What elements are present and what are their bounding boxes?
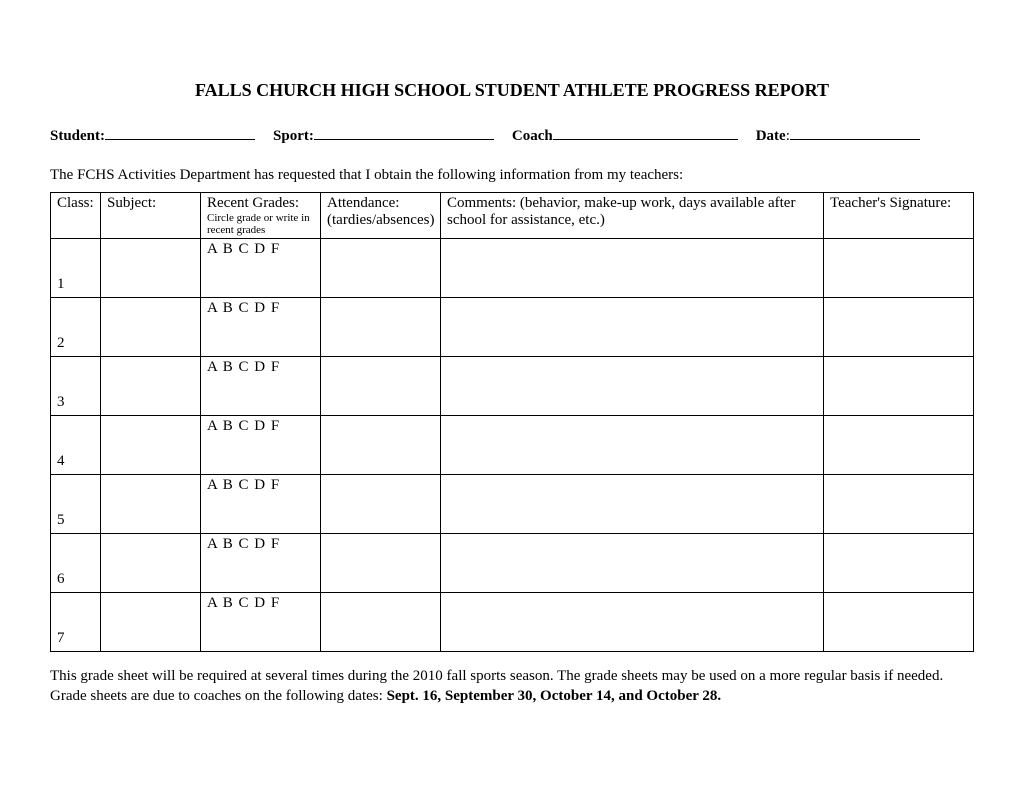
cell-comments (441, 475, 824, 534)
cell-attendance (321, 357, 441, 416)
col-class: Class: (51, 193, 101, 239)
student-field: Student: (50, 125, 255, 145)
cell-signature (824, 475, 974, 534)
table-row: 3 A B C D F (51, 357, 974, 416)
table-row: 4 A B C D F (51, 416, 974, 475)
table-header-row: Class: Subject: Recent Grades: Circle gr… (51, 193, 974, 239)
cell-subject (101, 298, 201, 357)
student-label: Student: (50, 128, 105, 145)
page-title: FALLS CHURCH HIGH SCHOOL STUDENT ATHLETE… (50, 80, 974, 101)
cell-class-num: 1 (51, 239, 101, 298)
cell-class-num: 5 (51, 475, 101, 534)
cell-subject (101, 534, 201, 593)
cell-attendance (321, 475, 441, 534)
table-row: 7 A B C D F (51, 593, 974, 652)
cell-subject (101, 593, 201, 652)
col-comments: Comments: (behavior, make-up work, days … (441, 193, 824, 239)
col-signature: Teacher's Signature: (824, 193, 974, 239)
table-row: 1 A B C D F (51, 239, 974, 298)
cell-class-num: 3 (51, 357, 101, 416)
cell-attendance (321, 534, 441, 593)
document-page: FALLS CHURCH HIGH SCHOOL STUDENT ATHLETE… (0, 0, 1024, 747)
cell-grades: A B C D F (201, 239, 321, 298)
cell-attendance (321, 298, 441, 357)
col-subject: Subject: (101, 193, 201, 239)
cell-attendance (321, 416, 441, 475)
cell-comments (441, 298, 824, 357)
coach-field: Coach (512, 125, 738, 145)
cell-signature (824, 593, 974, 652)
cell-comments (441, 357, 824, 416)
cell-class-num: 2 (51, 298, 101, 357)
date-field: Date: (756, 125, 920, 145)
cell-subject (101, 416, 201, 475)
cell-signature (824, 239, 974, 298)
cell-signature (824, 534, 974, 593)
coach-blank (553, 125, 738, 140)
footer-dates: Sept. 16, September 30, October 14, and … (387, 688, 722, 704)
coach-label: Coach (512, 128, 553, 145)
footer-note: This grade sheet will be required at sev… (50, 666, 974, 707)
cell-subject (101, 239, 201, 298)
col-grades: Recent Grades: Circle grade or write in … (201, 193, 321, 239)
table-row: 2 A B C D F (51, 298, 974, 357)
progress-table: Class: Subject: Recent Grades: Circle gr… (50, 192, 974, 652)
sport-blank (314, 125, 494, 140)
date-blank (790, 125, 920, 140)
cell-signature (824, 357, 974, 416)
cell-attendance (321, 593, 441, 652)
cell-grades: A B C D F (201, 298, 321, 357)
cell-subject (101, 357, 201, 416)
intro-text: The FCHS Activities Department has reque… (50, 167, 974, 184)
cell-grades: A B C D F (201, 475, 321, 534)
cell-grades: A B C D F (201, 593, 321, 652)
header-fields-row: Student: Sport: Coach Date: (50, 125, 974, 145)
cell-grades: A B C D F (201, 357, 321, 416)
cell-signature (824, 416, 974, 475)
cell-comments (441, 534, 824, 593)
cell-comments (441, 239, 824, 298)
cell-grades: A B C D F (201, 534, 321, 593)
cell-grades: A B C D F (201, 416, 321, 475)
cell-comments (441, 593, 824, 652)
date-label: Date (756, 128, 786, 145)
cell-subject (101, 475, 201, 534)
col-grades-sub: Circle grade or write in recent grades (207, 212, 316, 236)
cell-class-num: 7 (51, 593, 101, 652)
col-grades-label: Recent Grades: (207, 195, 299, 211)
sport-field: Sport: (273, 125, 494, 145)
col-attendance: Attendance: (tardies/absences) (321, 193, 441, 239)
table-row: 6 A B C D F (51, 534, 974, 593)
table-row: 5 A B C D F (51, 475, 974, 534)
cell-attendance (321, 239, 441, 298)
sport-label: Sport: (273, 128, 314, 145)
cell-signature (824, 298, 974, 357)
cell-comments (441, 416, 824, 475)
cell-class-num: 4 (51, 416, 101, 475)
cell-class-num: 6 (51, 534, 101, 593)
student-blank (105, 125, 255, 140)
